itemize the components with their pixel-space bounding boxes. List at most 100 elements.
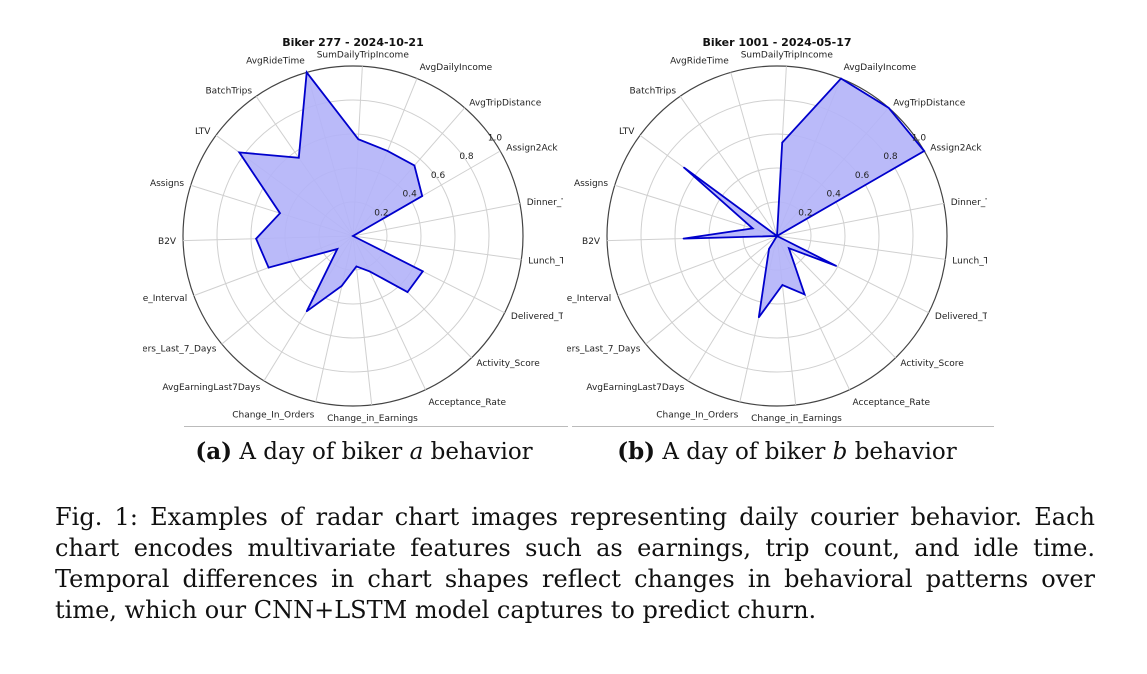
axis-label-batchtrips: BatchTrips — [629, 87, 676, 97]
data-point-delivered-trips — [422, 270, 424, 273]
radial-tick-label: 0.2 — [798, 208, 812, 218]
data-point-change-in-orders — [758, 316, 760, 319]
subcaption-a-text: A day of biker — [239, 439, 410, 465]
axis-label-time-interval: Time_Interval — [143, 294, 187, 304]
grid-spoke — [687, 235, 778, 382]
axis-label-activity-score: Activity_Score — [476, 359, 540, 369]
grid-spoke — [614, 184, 778, 237]
data-point-avgearninglast7days — [768, 248, 770, 250]
data-point-b2v — [255, 237, 257, 240]
radial-tick-label: 0.6 — [855, 171, 870, 181]
radar-chart-biker-b: 0.2 0.4 0.6 0.8 1.0 Assign2Ack AvgTripDistance… — [529, 28, 1007, 428]
subcaption-b-text: A day of biker — [662, 439, 833, 465]
data-point-avgearninglast7days — [305, 310, 308, 313]
subcaption-b-var: b — [832, 439, 848, 465]
axis-label-change-in-orders: Change_In_Orders — [232, 411, 314, 421]
grid-spoke — [730, 72, 778, 237]
radial-tick-label: 0.8 — [883, 152, 898, 162]
data-point-time-interval — [267, 266, 270, 269]
axis-label-delivered-trips: Delivered_Trips — [511, 312, 563, 322]
grid-spoke — [679, 96, 778, 237]
subcaption-b-label: (b) — [617, 438, 656, 465]
axis-label-sumdailytripincome: SumDailyTripIncome — [741, 50, 834, 60]
radar-chart-biker-a: 0.2 0.4 0.6 0.8 1.0 Assign2Ack AvgTripDistance… — [105, 28, 583, 428]
data-point-change-in-earnings — [781, 284, 784, 286]
grid-spoke — [776, 235, 946, 260]
subfigure-separator-a — [184, 426, 568, 427]
grid-spoke — [776, 202, 944, 237]
data-point-dinner-trips — [776, 235, 778, 237]
data-point-activity-score — [788, 247, 790, 249]
grid-spoke — [617, 235, 778, 297]
data-point-assigns — [279, 212, 281, 214]
data-point-change-in-earnings — [355, 265, 358, 268]
data-point-sumdailytripincome — [357, 138, 360, 140]
axis-label-lunch-trips: Lunch_Trips — [952, 256, 987, 266]
axis-label-acceptance-rate: Acceptance_Rate — [853, 398, 931, 408]
grid-circle — [640, 99, 914, 373]
axis-label-avgtripdistance: AvgTripDistance — [893, 99, 966, 109]
data-point-avgtripdistance — [413, 164, 416, 167]
grid-circle — [674, 133, 880, 339]
axis-label-acceptance-rate: Acceptance_Rate — [429, 398, 507, 408]
data-point-avgridetime — [305, 71, 308, 74]
grid-circle — [182, 65, 524, 407]
axis-label-batchtrips: BatchTrips — [205, 87, 252, 97]
grid-spoke — [645, 235, 778, 345]
data-point-batchtrips — [298, 157, 300, 159]
data-point-sumdailytripincome — [781, 141, 783, 144]
data-point-avgdailyincome — [386, 150, 389, 152]
axis-label-b2v: B2V — [582, 237, 601, 247]
grid-spoke — [221, 235, 354, 345]
axis-label-avgdailyincome: AvgDailyIncome — [420, 63, 493, 73]
data-point-acceptance-rate — [803, 293, 806, 296]
chart-title: Biker 277 - 2024-10-21 — [282, 36, 423, 49]
axis-label-dinner-trips: Dinner_Trips — [951, 198, 987, 208]
data-point-assigns — [751, 227, 754, 230]
axis-label-assigns: Assigns — [574, 179, 608, 189]
data-point-delivered-trips — [835, 265, 837, 267]
radial-tick-label: 0.4 — [403, 190, 418, 200]
data-point-acceptance-rate — [368, 270, 371, 273]
data-point-b2v — [682, 237, 685, 240]
subcaption-b-text-end: behavior — [847, 439, 957, 465]
axis-label-avgtripdistance: AvgTripDistance — [469, 99, 542, 109]
axis-label-assign2ack: Assign2Ack — [506, 144, 558, 154]
data-point-avgdailyincome — [840, 77, 842, 80]
axis-label-assign2ack: Assign2Ack — [930, 144, 982, 154]
axis-label-avg-orders-last-7-days: Avg_Orders_Last_7_Days — [567, 345, 641, 355]
axis-label-change-in-orders: Change_In_Orders — [656, 411, 738, 421]
data-point-ltv — [683, 166, 685, 169]
axis-label-avgearninglast7days: AvgEarningLast7Days — [162, 383, 260, 393]
grid-spoke — [776, 235, 896, 359]
axis-label-avgridetime: AvgRideTime — [246, 57, 305, 67]
data-polygon — [237, 70, 425, 313]
axis-label-lunch-trips: Lunch_Trips — [528, 256, 563, 266]
axis-label-change-in-earnings: Change_in_Earnings — [327, 414, 418, 424]
axis-label-dinner-trips: Dinner_Trips — [527, 198, 563, 208]
subfigure-separator-b — [572, 426, 994, 427]
figure-caption: Fig. 1: Examples of radar chart images r… — [55, 503, 1095, 624]
radial-tick-label: 1.0 — [488, 133, 503, 143]
axis-label-ltv: LTV — [195, 127, 211, 137]
radial-tick-label: 0.6 — [431, 171, 446, 181]
axis-label-avg-orders-last-7-days: Avg_Orders_Last_7_Days — [143, 345, 217, 355]
axis-label-assigns: Assigns — [150, 179, 184, 189]
radial-tick-label: 1.0 — [912, 133, 927, 143]
subcaption-a: (a) A day of biker a behavior — [152, 438, 576, 465]
chart-title: Biker 1001 - 2024-05-17 — [702, 36, 851, 49]
axis-label-time-interval: Time_Interval — [567, 294, 611, 304]
axis-label-b2v: B2V — [158, 237, 177, 247]
subcaption-a-var: a — [409, 439, 424, 465]
data-point-assign2ack — [923, 150, 925, 152]
axis-label-ltv: LTV — [619, 127, 635, 137]
grid-spoke — [352, 202, 520, 237]
radial-tick-label: 0.8 — [459, 152, 474, 162]
radial-tick-label: 0.4 — [827, 190, 842, 200]
data-point-dinner-trips — [352, 235, 354, 237]
subcaption-a-label: (a) — [195, 438, 232, 465]
data-point-avgtripdistance — [887, 107, 890, 109]
data-point-change-in-orders — [341, 285, 343, 287]
